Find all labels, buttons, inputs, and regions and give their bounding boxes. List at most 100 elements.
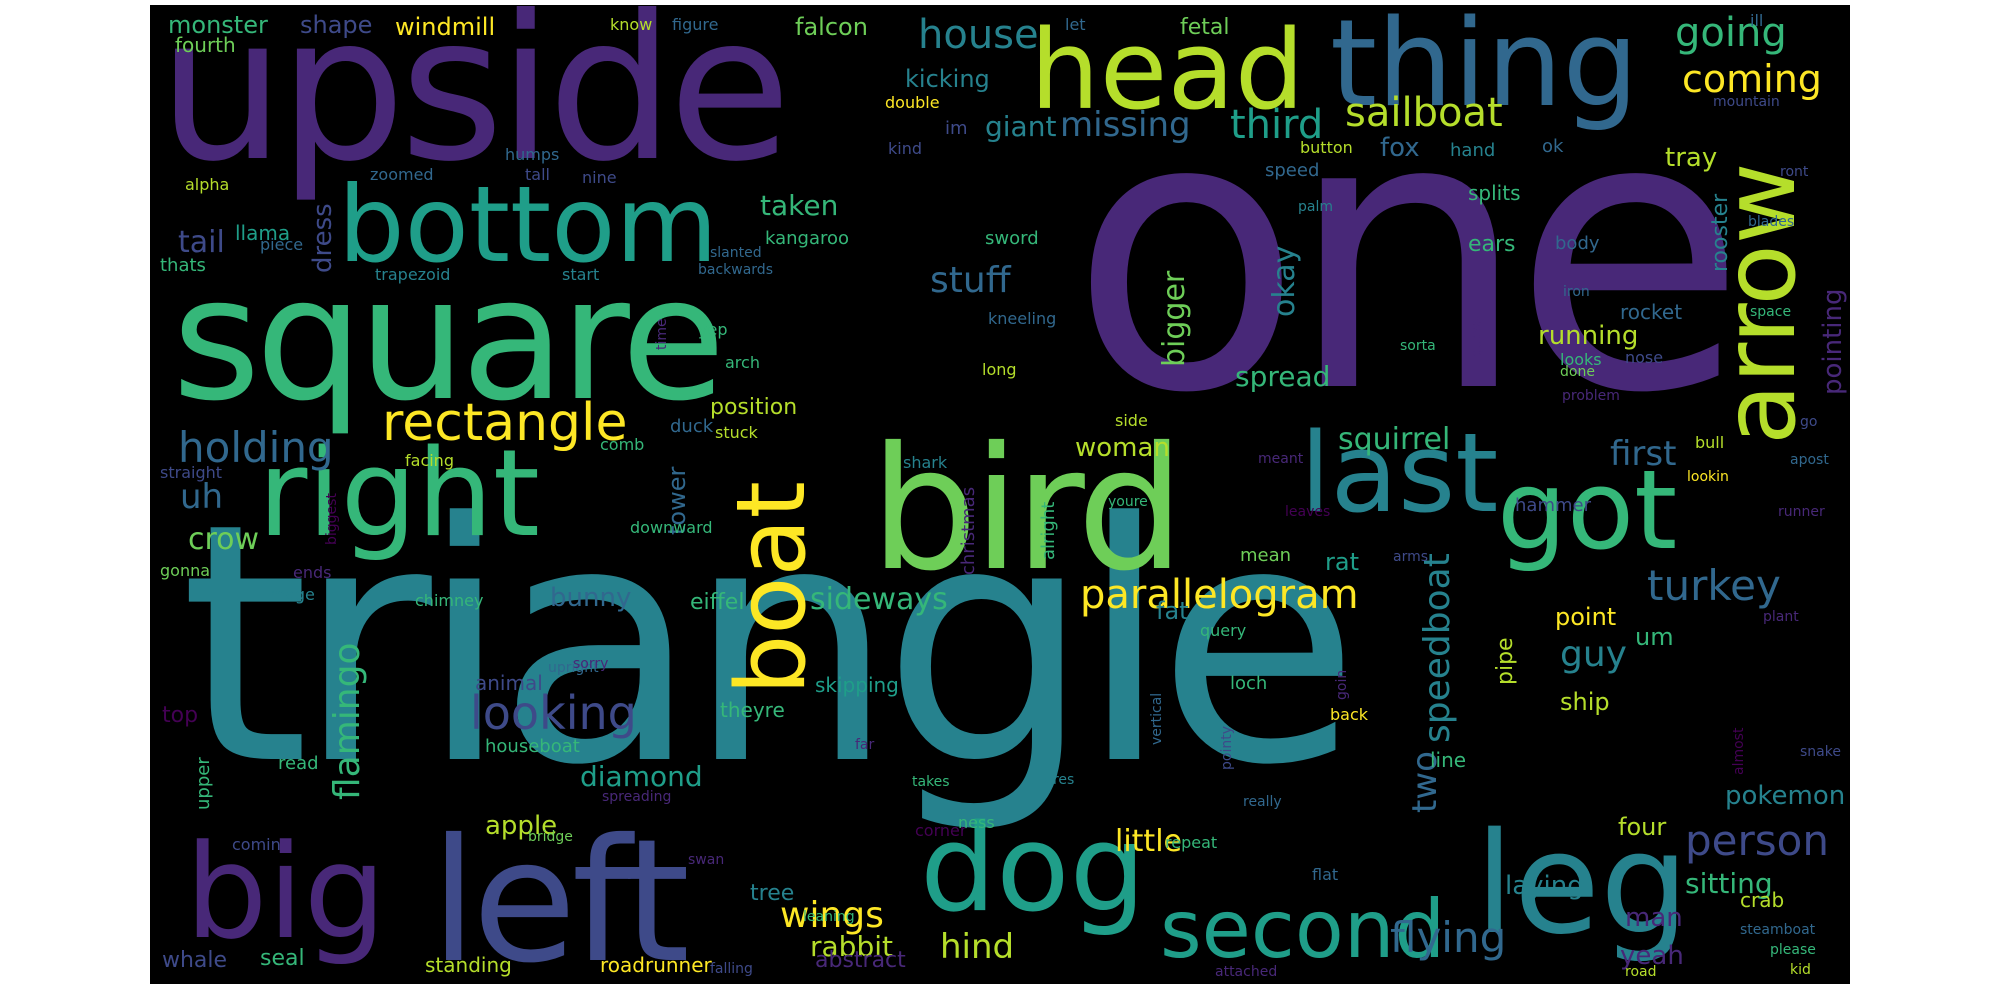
word-four: four — [1618, 813, 1667, 841]
word-bridge: bridge — [528, 829, 573, 845]
word-line: line — [1430, 748, 1467, 772]
word-trapezoid: trapezoid — [375, 265, 451, 284]
word-youre: youre — [1108, 494, 1148, 510]
word-duck: duck — [670, 416, 714, 437]
word-loch: loch — [1230, 673, 1268, 694]
word-splits: splits — [1468, 181, 1521, 205]
word-thing: thing — [1330, 5, 1639, 134]
word-big: big — [185, 816, 387, 968]
word-ship: ship — [1560, 688, 1610, 716]
word-let: let — [1065, 15, 1086, 34]
word-side: side — [1115, 411, 1148, 430]
word-tall: tall — [525, 165, 550, 184]
word-monster: monster — [168, 11, 268, 39]
word-one: one — [1070, 33, 1747, 476]
word-missing: missing — [1060, 105, 1191, 145]
word-giant: giant — [985, 110, 1057, 143]
word-rooster: rooster — [1708, 193, 1733, 272]
word-roadrunner: roadrunner — [600, 953, 712, 977]
word-nine: nine — [582, 168, 617, 187]
word-bunny: bunny — [550, 583, 632, 613]
word-ness: ness — [958, 813, 995, 832]
word-problem: problem — [1562, 388, 1620, 404]
word-crow: crow — [188, 522, 260, 557]
word-theyre: theyre — [720, 698, 785, 722]
word-looks: looks — [1560, 350, 1602, 369]
word-hind: hind — [940, 927, 1015, 967]
word-sword: sword — [985, 228, 1039, 249]
word-comin: comin — [232, 835, 281, 854]
word-mountain: mountain — [1713, 94, 1780, 110]
word-snake: snake — [1800, 744, 1841, 760]
word-flat: flat — [1312, 865, 1339, 884]
word-eiffel: eiffel — [690, 590, 745, 615]
word-straight: straight — [160, 463, 223, 482]
word-top: top — [162, 703, 199, 728]
word-almost: almost — [1731, 727, 1747, 775]
word-cloud: one triangle upside square head thing bi… — [150, 5, 1850, 984]
word-flamingo: flamingo — [327, 642, 368, 801]
word-diamond: diamond — [580, 760, 703, 793]
word-leaning: leaning — [803, 909, 855, 925]
word-fox: fox — [1380, 133, 1420, 163]
word-fetal: fetal — [1180, 15, 1230, 40]
word-running: running — [1538, 321, 1639, 351]
word-hammer: hammer — [1515, 495, 1591, 516]
word-bottom: bottom — [338, 164, 718, 286]
word-palm: palm — [1298, 199, 1333, 215]
word-laying: laying — [1505, 871, 1584, 901]
word-stuff: stuff — [930, 260, 1011, 301]
word-back: back — [1330, 705, 1369, 724]
word-looking: looking — [470, 686, 637, 740]
word-square: square — [172, 241, 726, 439]
word-really: really — [1243, 794, 1282, 810]
word-woman: woman — [1075, 433, 1170, 463]
word-pointing: pointing — [1818, 288, 1848, 395]
word-takes: takes — [912, 774, 950, 790]
word-point: point — [1555, 603, 1617, 631]
word-steamboat: steamboat — [1740, 922, 1816, 938]
word-sorta: sorta — [1400, 338, 1436, 354]
word-guy: guy — [1560, 634, 1627, 675]
word-rat: rat — [1325, 548, 1359, 576]
word-button: button — [1300, 138, 1353, 157]
word-spread: spread — [1235, 360, 1331, 393]
word-triangle: triangle — [180, 453, 1360, 837]
word-ends: ends — [293, 563, 332, 582]
word-standing: standing — [425, 953, 512, 977]
word-pointy: pointy — [1219, 726, 1235, 770]
word-bigger: bigger — [1157, 270, 1192, 367]
word-holding: holding — [178, 423, 334, 472]
word-hand: hand — [1450, 140, 1496, 161]
word-pokemon: pokemon — [1725, 781, 1846, 811]
word-falling: falling — [710, 961, 753, 977]
word-dress: dress — [308, 203, 338, 273]
word-okay: okay — [1267, 245, 1302, 317]
word-yeah: yeah — [1620, 941, 1684, 971]
word-person: person — [1685, 816, 1829, 865]
word-last: last — [1300, 409, 1499, 537]
word-uh: uh — [180, 477, 224, 517]
word-shape: shape — [300, 11, 373, 39]
word-thats: thats — [160, 255, 206, 276]
word-zoomed: zoomed — [370, 165, 434, 184]
word-sorry: sorry — [573, 656, 609, 672]
word-attached: attached — [1215, 964, 1278, 980]
word-query: query — [1200, 621, 1247, 640]
word-turkey: turkey — [1647, 561, 1781, 610]
word-whale: whale — [162, 948, 228, 973]
word-spreading: spreading — [602, 789, 672, 805]
word-lookin: lookin — [1687, 469, 1729, 485]
word-road: road — [1625, 964, 1657, 980]
word-arms: arms — [1393, 549, 1429, 565]
word-left: left — [430, 803, 690, 984]
word-apost: apost — [1790, 452, 1829, 468]
word-rocket: rocket — [1620, 300, 1683, 324]
word-figure: figure — [672, 15, 719, 34]
word-pipe: pipe — [1493, 637, 1518, 685]
word-facing: facing — [405, 451, 454, 470]
word-kneeling: kneeling — [988, 309, 1057, 328]
word-im: im — [945, 118, 968, 139]
word-man: man — [1625, 903, 1683, 933]
word-speed: speed — [1265, 160, 1320, 181]
